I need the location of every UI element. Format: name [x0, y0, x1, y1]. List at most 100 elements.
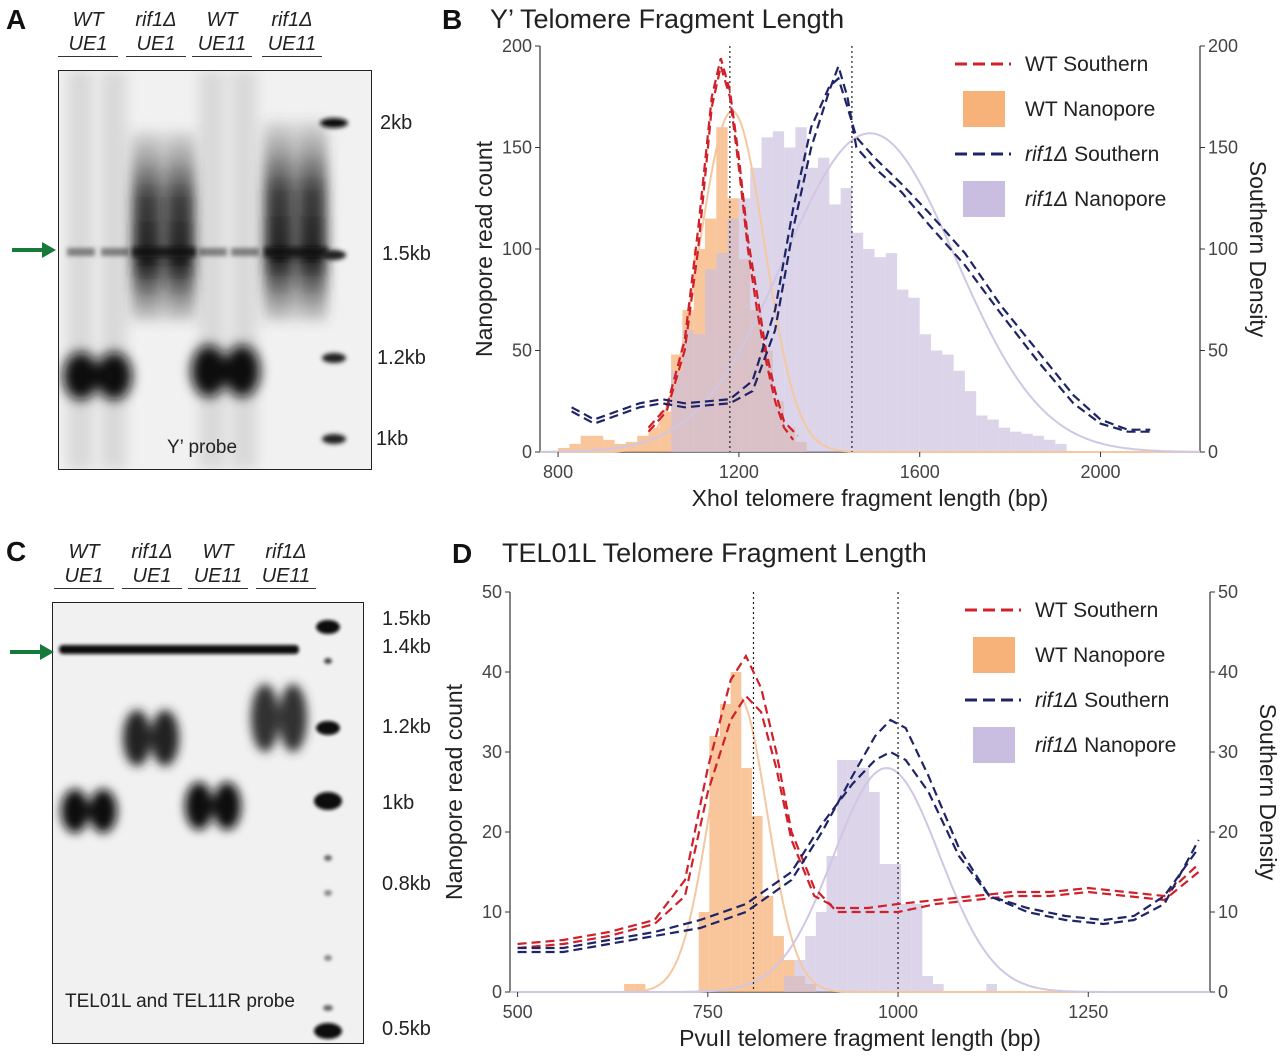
x-axis-label: PvuII telomere fragment length (bp) — [679, 1025, 1041, 1051]
lane-strain-ue: UE11 — [262, 32, 322, 57]
lane-strain: WT — [206, 9, 238, 31]
marker-label: 1.2kb — [382, 716, 431, 738]
y-right-tick-label: 200 — [1208, 36, 1238, 56]
y-axis-label: Nanopore read count — [471, 140, 497, 357]
wt-nanopore-bar — [659, 411, 672, 452]
y-tick-label: 150 — [502, 138, 532, 158]
legend-label: WT Southern — [1025, 53, 1148, 76]
rif1-nanopore-bar — [890, 864, 902, 992]
rif1-nanopore-bar — [942, 354, 954, 452]
x-tick-label: 1200 — [719, 462, 759, 482]
lane-label: rif1Δ UE11 — [256, 540, 316, 589]
legend-swatch-wt-nanopore — [973, 637, 1015, 673]
rif1-nanopore-bar — [933, 984, 944, 992]
legend-label-italic: rif1Δ — [1025, 143, 1068, 166]
marker-label: 2kb — [380, 112, 413, 134]
lane-label: rif1Δ UE1 — [126, 8, 186, 57]
rif1-nanopore-bar — [716, 253, 728, 452]
rif1-nanopore-bar — [829, 204, 841, 452]
rif1-nanopore-bar — [1044, 439, 1056, 452]
arrow-icon — [12, 242, 56, 258]
chart-title-d: TEL01L Telomere Fragment Length — [502, 538, 927, 568]
rif1-nanopore-bar — [976, 415, 988, 452]
wt-nanopore-bar — [603, 439, 615, 452]
panel-letter-a: A — [6, 4, 27, 35]
legend-label: rif1Δ Nanopore — [1025, 188, 1166, 211]
lane-strain-ue: UE1 — [126, 32, 186, 57]
rif1-nanopore-bar — [1021, 433, 1033, 452]
x-tick-label: 750 — [693, 1002, 723, 1022]
lane-label: WT UE11 — [188, 540, 248, 589]
lane-label: WT UE1 — [58, 8, 118, 57]
y-right-tick-label: 40 — [1218, 662, 1238, 682]
wt-nanopore-bar — [762, 896, 774, 992]
rif1-nanopore-bar — [1055, 443, 1067, 452]
legend-label: WT Nanopore — [1025, 98, 1155, 121]
x-tick-label: 800 — [543, 462, 573, 482]
rif1-nanopore-bar — [931, 350, 943, 452]
lane-strain: WT — [72, 9, 104, 31]
rif1-nanopore-bar — [815, 912, 827, 992]
y-tick-label: 40 — [482, 662, 502, 682]
panel-letter-b: B — [442, 4, 463, 35]
legend-label-rest: Southern — [1078, 689, 1169, 712]
rif1-nanopore-bar — [1010, 431, 1022, 452]
y-axis-label: Nanopore read count — [441, 683, 467, 900]
lane-strain-ue: UE11 — [192, 32, 252, 57]
rif1-nanopore-bar — [826, 856, 838, 992]
panel-letter-d: D — [452, 538, 473, 569]
rif1-nanopore-bar — [986, 984, 997, 992]
rif1-nanopore-bar — [805, 936, 816, 992]
legend-label-italic: rif1Δ — [1025, 188, 1068, 211]
arrow-icon — [10, 644, 54, 660]
y-right-tick-label: 10 — [1218, 902, 1238, 922]
rif1-nanopore-bar — [922, 976, 934, 992]
lane-strain: rif1Δ — [131, 541, 173, 563]
rif1-nanopore-bar — [738, 198, 751, 452]
legend-label-rest: Southern — [1068, 143, 1159, 166]
y-right-tick-label: 100 — [1208, 239, 1238, 259]
rif1-nanopore-bar — [901, 904, 912, 992]
wt-nanopore-bar — [730, 672, 742, 992]
rif1-nanopore-bar — [953, 370, 965, 452]
y-axis-right-label: Southern Density — [1245, 161, 1271, 338]
rif1-nanopore-bar — [964, 391, 977, 452]
y-right-tick-label: 150 — [1208, 138, 1238, 158]
rif1-nanopore-bar — [837, 760, 848, 992]
rif1-nanopore-bar — [908, 297, 920, 452]
y-tick-label: 50 — [512, 341, 532, 361]
legend-label-rest: Nanopore — [1078, 734, 1176, 757]
x-tick-label: 1000 — [878, 1002, 918, 1022]
y-tick-label: 0 — [522, 442, 532, 462]
rif1-nanopore-bar — [693, 334, 705, 452]
y-right-tick-label: 0 — [1218, 982, 1228, 1002]
y-right-tick-label: 30 — [1218, 742, 1238, 762]
y-right-tick-label: 20 — [1218, 822, 1238, 842]
gel-caption-a: Y’ probe — [167, 437, 238, 458]
rif1-nanopore-bar — [863, 249, 875, 452]
legend-swatch-wt-nanopore — [963, 91, 1005, 127]
rif1-nanopore-bar — [847, 760, 859, 992]
lane-strain-ue: UE1 — [58, 32, 118, 57]
legend-label: rif1Δ Nanopore — [1035, 734, 1176, 757]
rif1-nanopore-bar — [671, 370, 683, 452]
y-tick-label: 30 — [482, 742, 502, 762]
rif1-nanopore-bar — [858, 768, 870, 992]
y-tick-label: 50 — [482, 582, 502, 602]
lane-strain-ue: UE11 — [256, 564, 316, 589]
lane-strain: rif1Δ — [265, 541, 307, 563]
rif1-nanopore-bar — [682, 330, 694, 452]
rif1-nanopore-bar — [998, 427, 1011, 452]
wt-nanopore-bar — [741, 768, 752, 992]
wt-southern-line — [517, 653, 1200, 946]
rif1-nanopore-bar — [1032, 435, 1045, 452]
legend-label: rif1Δ Southern — [1025, 143, 1159, 166]
lane-label: WT UE1 — [54, 540, 114, 589]
legend-label: rif1Δ Southern — [1035, 689, 1169, 712]
lane-strain-ue: UE1 — [122, 564, 182, 589]
wt-nanopore-bar — [591, 435, 604, 452]
wt-nanopore-bar — [580, 435, 592, 452]
wt-nanopore-bar — [625, 441, 638, 452]
